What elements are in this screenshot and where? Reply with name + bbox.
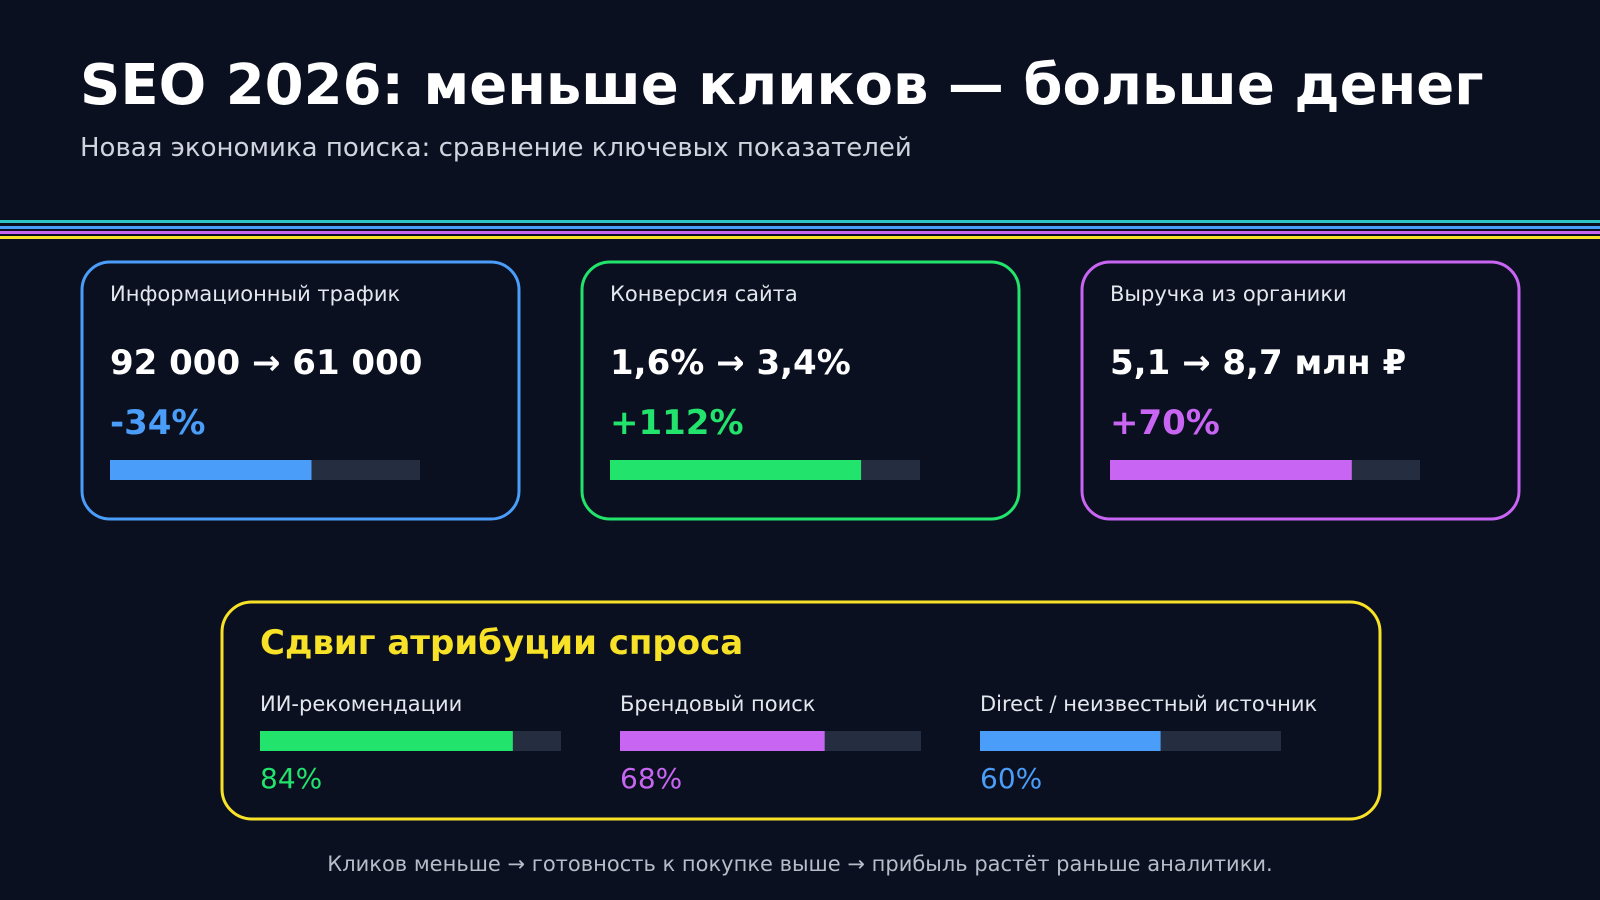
stripe xyxy=(0,236,1600,239)
card xyxy=(1080,260,1521,521)
progress-bar xyxy=(110,460,312,480)
stripe xyxy=(0,231,1600,234)
item-label: Брендовый поиск xyxy=(620,692,816,716)
footer: Кликов меньше → готовность к покупке выш… xyxy=(327,852,1272,876)
stripe xyxy=(0,226,1600,229)
progress-bar xyxy=(620,731,825,751)
card xyxy=(80,260,521,521)
card-value: 92 000 → 61 000 xyxy=(110,343,422,383)
card-label: Выручка из органики xyxy=(1110,282,1347,306)
progress-bar xyxy=(1110,460,1352,480)
stripes xyxy=(0,220,1600,239)
subtitle: Новая экономика поиска: сравнение ключев… xyxy=(80,133,912,163)
item-label: ИИ-рекомендации xyxy=(260,692,462,716)
card xyxy=(580,260,1021,521)
attribution-title: Сдвиг атрибуции спроса xyxy=(260,623,743,663)
card-label: Конверсия сайта xyxy=(610,282,798,306)
item-value: 84% xyxy=(260,762,322,795)
progress-bar xyxy=(610,460,862,480)
stripe xyxy=(0,220,1600,223)
card-change: +112% xyxy=(610,403,744,443)
title: SEO 2026: меньше кликов — больше денег xyxy=(80,53,1484,118)
progress-bar xyxy=(260,731,513,751)
card-value: 5,1 → 8,7 млн ₽ xyxy=(1110,343,1406,383)
item-value: 60% xyxy=(980,762,1042,795)
item-value: 68% xyxy=(620,762,682,795)
card-change: +70% xyxy=(1110,403,1220,443)
card-change: -34% xyxy=(110,403,206,443)
card-value: 1,6% → 3,4% xyxy=(610,343,851,383)
card-label: Информационный трафик xyxy=(110,282,400,306)
progress-bar xyxy=(980,731,1161,751)
attribution-box xyxy=(220,600,1382,821)
item-label: Direct / неизвестный источник xyxy=(980,692,1317,716)
